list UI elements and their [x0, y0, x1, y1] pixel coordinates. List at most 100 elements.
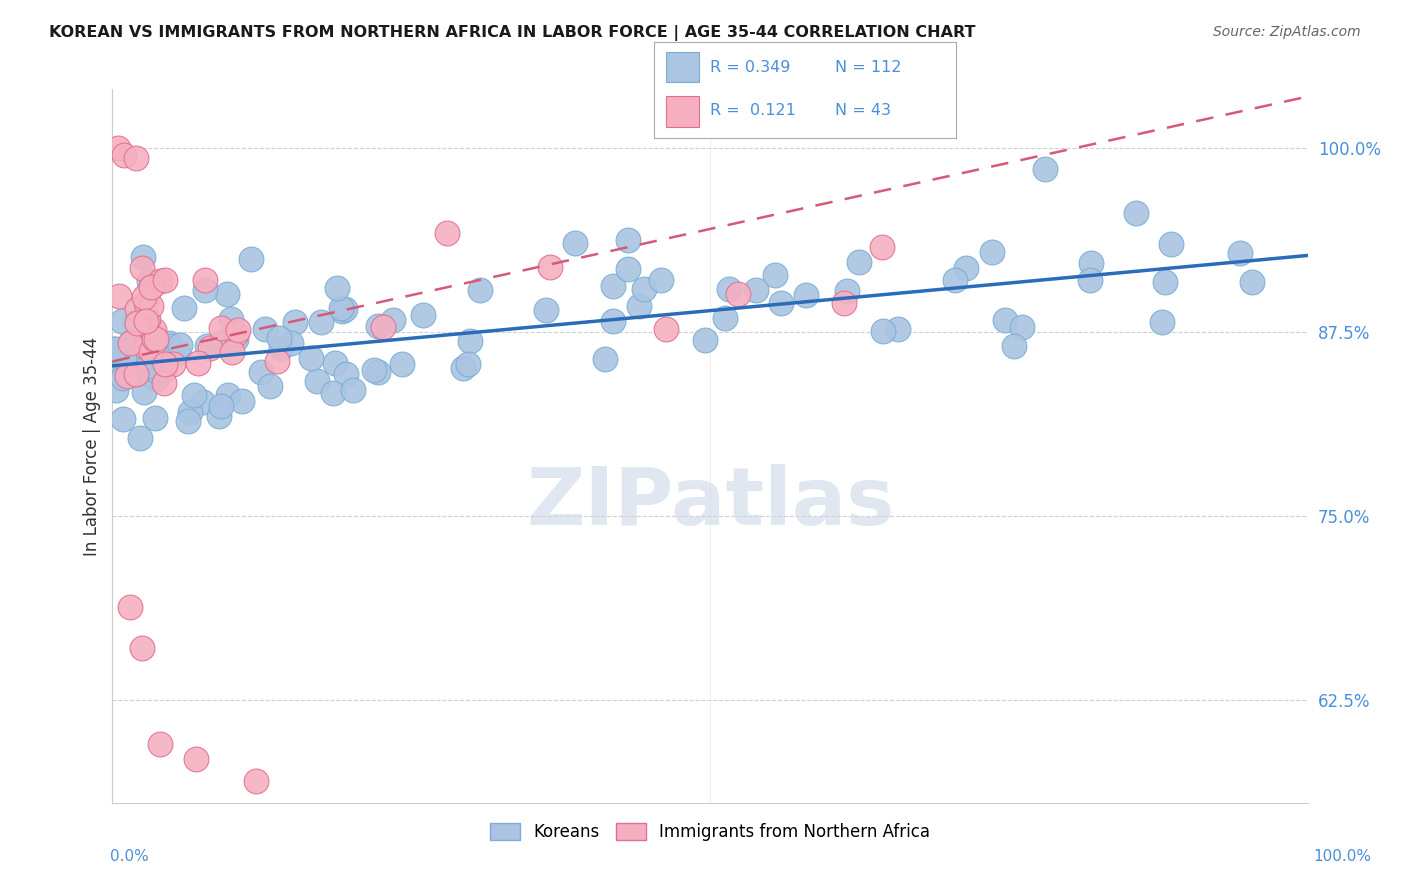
Point	[1078, 273, 1101, 287]
Point	[870, 240, 893, 254]
Point	[602, 314, 624, 328]
Point	[225, 326, 247, 341]
Point	[955, 260, 977, 275]
Point	[215, 286, 238, 301]
Text: 100.0%: 100.0%	[1313, 849, 1372, 864]
Point	[124, 315, 146, 329]
Point	[114, 148, 135, 162]
Point	[1035, 161, 1057, 176]
Point	[194, 273, 217, 287]
Point	[136, 330, 159, 344]
Point	[173, 301, 195, 315]
Point	[132, 384, 155, 399]
Point	[131, 260, 153, 275]
Bar	[666, 52, 699, 82]
Point	[717, 282, 740, 296]
Point	[342, 383, 364, 397]
Point	[150, 350, 173, 364]
Point	[145, 332, 167, 346]
Point	[195, 338, 218, 352]
Point	[153, 358, 176, 372]
Point	[111, 314, 134, 328]
Point	[209, 400, 232, 414]
Point	[458, 334, 481, 348]
Point	[194, 283, 217, 297]
Point	[135, 296, 157, 310]
Point	[183, 388, 205, 402]
Point	[128, 431, 150, 445]
Point	[714, 310, 737, 325]
Point	[1002, 339, 1025, 353]
Point	[142, 332, 165, 346]
Point	[269, 331, 291, 345]
Text: 0.0%: 0.0%	[110, 849, 149, 864]
Point	[367, 319, 389, 334]
Point	[221, 345, 243, 359]
Point	[745, 283, 768, 297]
Point	[457, 357, 479, 371]
Point	[112, 351, 135, 365]
Point	[139, 280, 162, 294]
Point	[162, 357, 184, 371]
Point	[240, 252, 263, 267]
Point	[187, 356, 209, 370]
Point	[534, 302, 557, 317]
Point	[207, 409, 229, 424]
Point	[198, 341, 221, 355]
Point	[382, 313, 405, 327]
Point	[115, 368, 138, 383]
Point	[617, 262, 640, 277]
Point	[211, 321, 233, 335]
Point	[143, 323, 166, 337]
Point	[650, 273, 672, 287]
Point	[633, 281, 655, 295]
Point	[231, 394, 253, 409]
Text: N = 112: N = 112	[835, 60, 901, 75]
Point	[186, 752, 208, 766]
Point	[131, 641, 153, 656]
Point	[118, 336, 141, 351]
Point	[136, 359, 159, 374]
Point	[391, 358, 413, 372]
Point	[179, 405, 201, 419]
Point	[655, 321, 678, 335]
Point	[127, 302, 149, 317]
Point	[110, 346, 132, 360]
Point	[148, 351, 170, 366]
Point	[177, 414, 200, 428]
Point	[280, 336, 302, 351]
Point	[943, 273, 966, 287]
Point	[219, 312, 242, 326]
Point	[118, 336, 141, 351]
Point	[1160, 237, 1182, 252]
Point	[125, 152, 148, 166]
Point	[367, 365, 389, 379]
Point	[191, 394, 214, 409]
Point	[335, 301, 357, 316]
Point	[981, 244, 1004, 259]
Point	[994, 313, 1017, 327]
Point	[157, 335, 180, 350]
Point	[695, 333, 717, 347]
Point	[1125, 206, 1147, 220]
Point	[114, 363, 136, 377]
Point	[136, 312, 159, 326]
Point	[1080, 256, 1102, 270]
Point	[323, 356, 346, 370]
Point	[169, 338, 191, 352]
Point	[138, 274, 160, 288]
Point	[848, 254, 870, 268]
Point	[138, 368, 160, 382]
Point	[617, 233, 640, 247]
Point	[270, 341, 292, 355]
Point	[322, 386, 344, 401]
Point	[153, 363, 176, 377]
Point	[112, 371, 135, 385]
Point	[468, 283, 491, 297]
Point	[111, 350, 134, 364]
Point	[167, 344, 190, 359]
Point	[628, 300, 651, 314]
Text: Source: ZipAtlas.com: Source: ZipAtlas.com	[1213, 25, 1361, 39]
Point	[217, 388, 239, 402]
Point	[132, 290, 155, 304]
